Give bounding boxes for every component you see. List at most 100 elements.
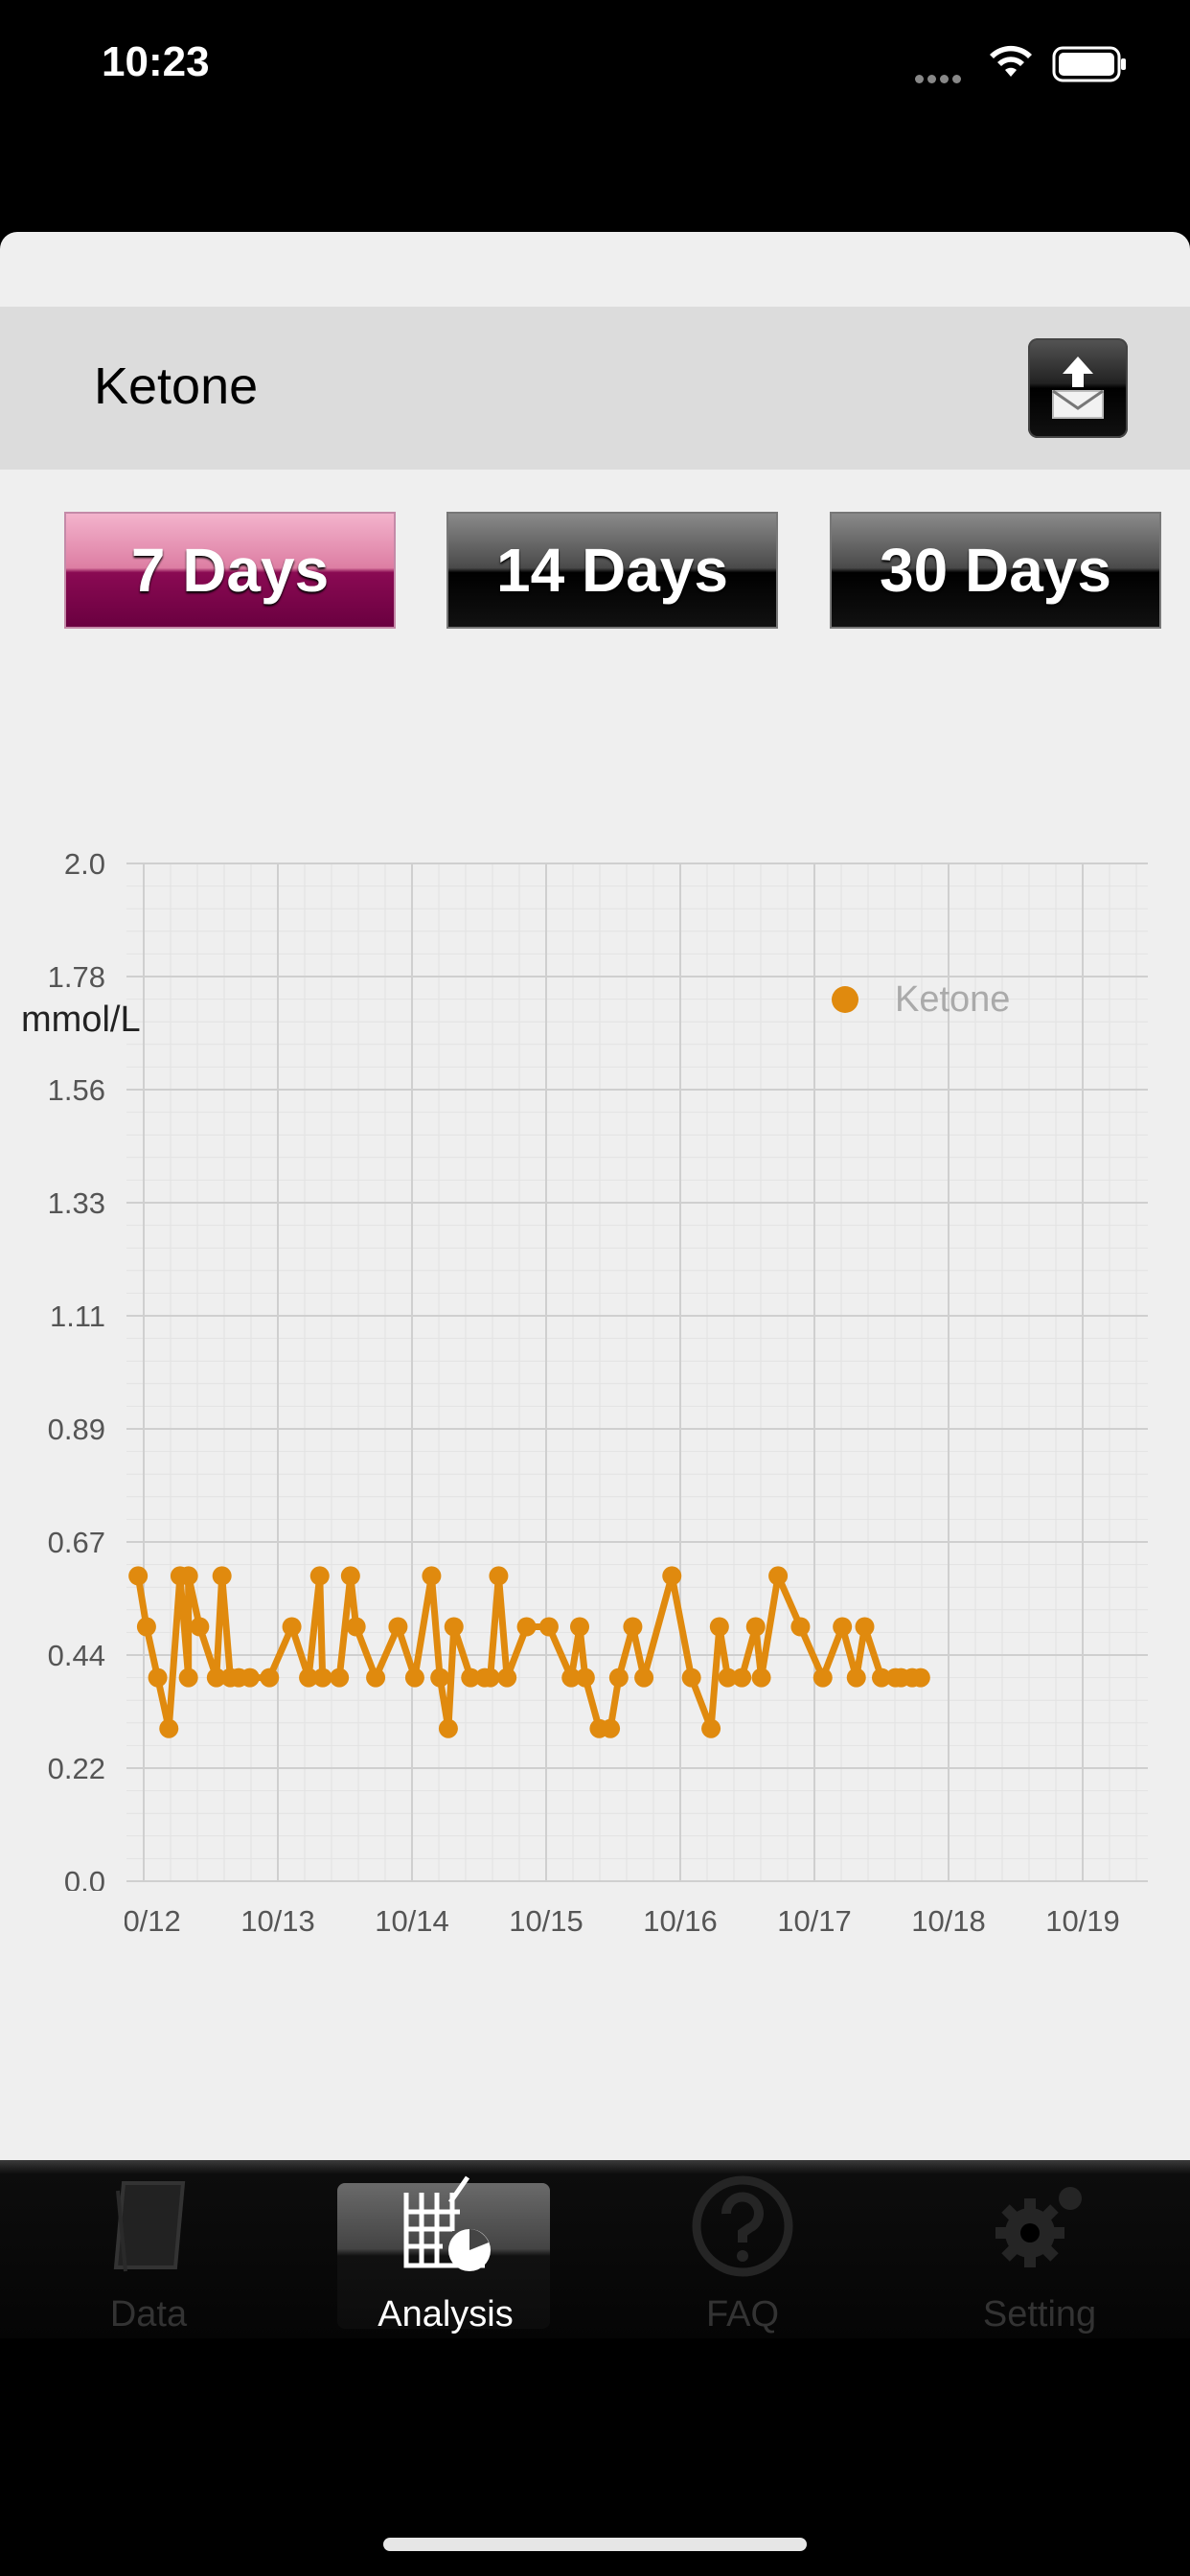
- y-tick-label: 1.11: [50, 1300, 105, 1333]
- x-tick-label: 10/13: [240, 1904, 315, 1938]
- axis-mask: [0, 1891, 125, 1948]
- tab-analysis[interactable]: Analysis: [297, 2160, 594, 2338]
- y-tick-label: 1.56: [48, 1073, 105, 1107]
- data-point: [846, 1668, 866, 1688]
- data-point: [240, 1668, 260, 1688]
- tab-data[interactable]: Data: [0, 2160, 297, 2338]
- data-point: [709, 1617, 729, 1637]
- data-point: [388, 1617, 408, 1637]
- y-tick-label: 2.0: [64, 847, 105, 881]
- data-point: [910, 1668, 930, 1688]
- data-point: [575, 1668, 595, 1688]
- data-point: [812, 1668, 833, 1688]
- tab-faq-label: FAQ: [705, 2294, 780, 2334]
- data-point: [340, 1566, 360, 1586]
- data-point: [260, 1668, 280, 1688]
- data-point: [282, 1617, 302, 1637]
- x-tick-label: 10/18: [911, 1904, 986, 1938]
- series-line: [134, 1572, 921, 1733]
- data-point: [516, 1617, 537, 1637]
- period-14-days-button[interactable]: 14 Days: [446, 512, 778, 629]
- data-point: [312, 1668, 332, 1688]
- data-point: [461, 1668, 481, 1688]
- data-point: [538, 1617, 559, 1637]
- data-point: [489, 1566, 509, 1586]
- data-point: [751, 1668, 771, 1688]
- page-title: Ketone: [94, 357, 259, 415]
- chart-svg: 2.01.781.561.331.110.890.670.440.220.010…: [0, 847, 1148, 1948]
- tab-setting-label: Setting: [982, 2294, 1097, 2334]
- data-point: [768, 1566, 789, 1586]
- series-ketone: [128, 1566, 930, 1738]
- status-bar: 10:23: [0, 0, 1190, 134]
- data-point: [159, 1718, 179, 1738]
- period-7-days-button[interactable]: 7 Days: [64, 512, 396, 629]
- y-tick-label: 0.22: [48, 1752, 105, 1785]
- data-point: [701, 1718, 721, 1738]
- data-point: [497, 1668, 517, 1688]
- battery-icon: [1052, 46, 1126, 82]
- x-tick-label: 10/19: [1045, 1904, 1120, 1938]
- data-point: [190, 1617, 210, 1637]
- data-point: [623, 1617, 643, 1637]
- data-point: [561, 1668, 582, 1688]
- data-point: [206, 1668, 226, 1688]
- data-point: [833, 1617, 853, 1637]
- data-point: [430, 1668, 450, 1688]
- tab-setting[interactable]: Setting: [891, 2160, 1188, 2338]
- data-point: [148, 1668, 168, 1688]
- data-point: [662, 1566, 682, 1586]
- data-point: [790, 1617, 811, 1637]
- tab-data-label: Data: [109, 2294, 188, 2334]
- header-bar: Ketone: [0, 307, 1190, 470]
- x-tick-label: 10/17: [777, 1904, 852, 1938]
- y-tick-label: 0.67: [48, 1526, 105, 1559]
- data-point: [299, 1668, 319, 1688]
- data-point: [366, 1668, 386, 1688]
- data-point: [178, 1668, 198, 1688]
- data-point: [855, 1617, 875, 1637]
- data-point: [128, 1566, 149, 1586]
- export-mail-icon: [1052, 356, 1104, 419]
- y-tick-label: 1.33: [48, 1186, 105, 1220]
- data-point: [681, 1668, 701, 1688]
- data-point: [422, 1566, 442, 1586]
- data-point: [404, 1668, 424, 1688]
- data-point: [732, 1668, 752, 1688]
- data-point: [634, 1668, 654, 1688]
- export-button[interactable]: [1028, 338, 1128, 438]
- data-point: [309, 1566, 330, 1586]
- data-point: [438, 1718, 458, 1738]
- wifi-icon: [990, 45, 1032, 77]
- legend-marker: [832, 986, 858, 1013]
- notebook-icon: [113, 2181, 186, 2272]
- data-point: [608, 1668, 629, 1688]
- data-point: [745, 1617, 766, 1637]
- tab-bar: Data Analysis FAQ: [0, 2160, 1190, 2338]
- y-tick-label: 0.89: [48, 1413, 105, 1446]
- signal-dots-icon: [915, 71, 965, 88]
- y-axis-label: mmol/L: [21, 1000, 141, 1040]
- data-point: [570, 1617, 589, 1637]
- status-time: 10:23: [102, 38, 210, 85]
- data-point: [718, 1668, 738, 1688]
- tab-analysis-label: Analysis: [378, 2294, 514, 2334]
- y-tick-label: 0.44: [48, 1639, 105, 1672]
- data-point: [330, 1668, 350, 1688]
- question-icon: [692, 2175, 793, 2277]
- x-tick-label: 10/14: [375, 1904, 449, 1938]
- tab-faq[interactable]: FAQ: [594, 2160, 891, 2338]
- data-point: [136, 1617, 156, 1637]
- period-30-days-button[interactable]: 30 Days: [830, 512, 1161, 629]
- data-point: [444, 1617, 464, 1637]
- data-point: [212, 1566, 232, 1586]
- data-point: [178, 1566, 198, 1586]
- home-indicator: [383, 2538, 807, 2551]
- data-point: [346, 1617, 366, 1637]
- data-point: [601, 1718, 621, 1738]
- legend-label: Ketone: [895, 979, 1010, 1020]
- y-tick-label: 1.78: [48, 960, 105, 994]
- x-tick-label: 10/15: [509, 1904, 584, 1938]
- x-tick-label: 10/16: [643, 1904, 718, 1938]
- main-sheet: Ketone 7 Days 14 Days 30 Days 2.0 1.78 1.5…: [0, 232, 1190, 2160]
